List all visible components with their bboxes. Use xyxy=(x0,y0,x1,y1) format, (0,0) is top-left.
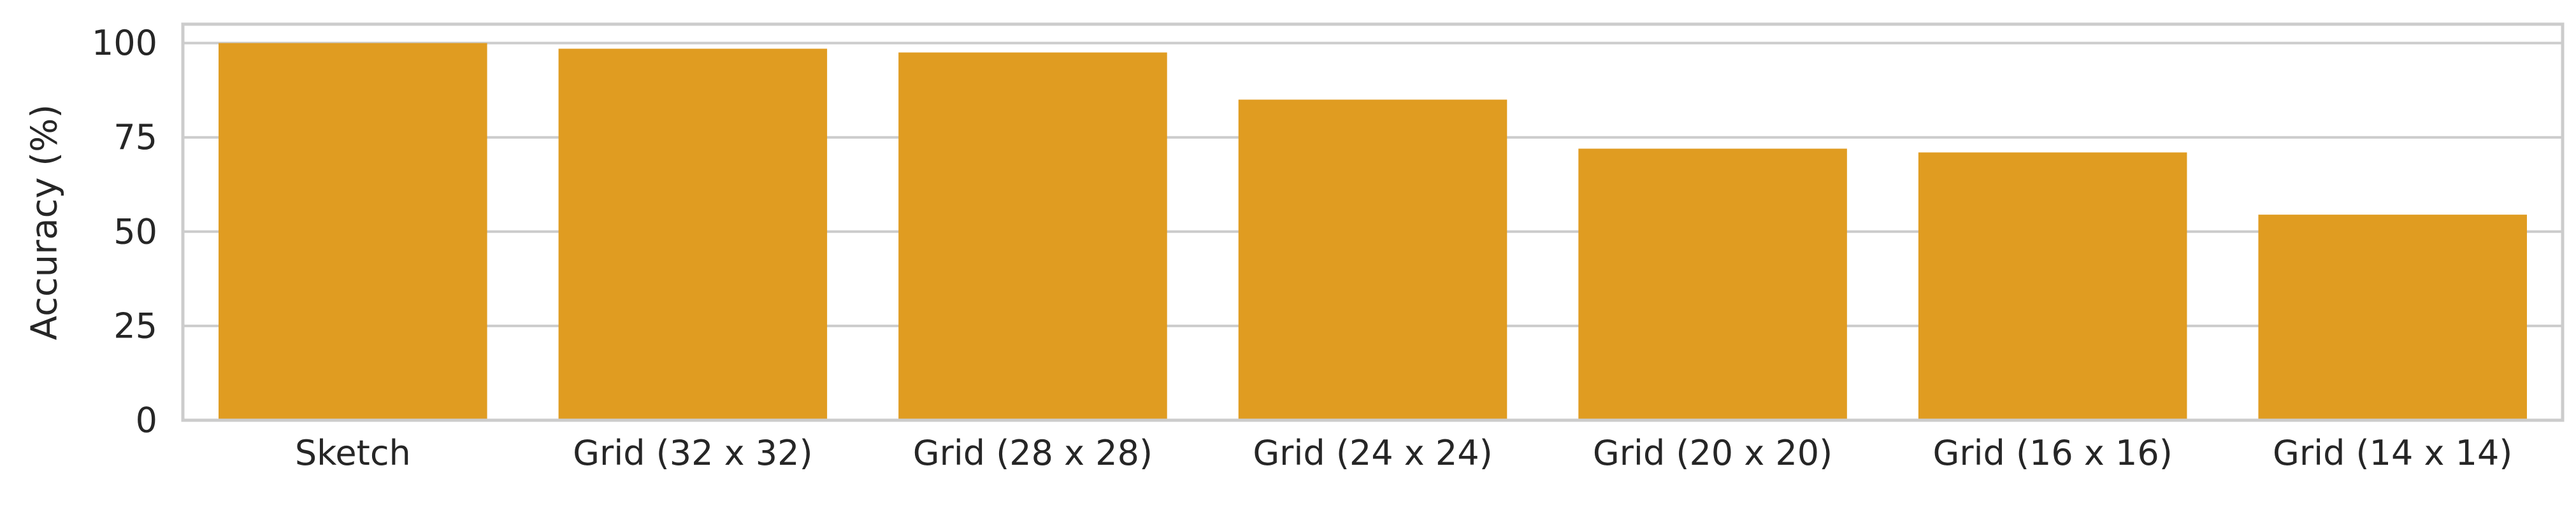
y-axis-title: Accuracy (%) xyxy=(24,104,66,340)
x-tick-label-4: Grid (20 x 20) xyxy=(1593,433,1832,473)
y-tick-labels: 0 25 50 75 100 xyxy=(92,23,157,440)
bar-0 xyxy=(219,43,487,421)
y-tick-label-75: 75 xyxy=(113,117,157,157)
x-tick-label-5: Grid (16 x 16) xyxy=(1932,433,2172,473)
x-tick-label-3: Grid (24 x 24) xyxy=(1253,433,1492,473)
x-tick-label-0: Sketch xyxy=(295,433,411,473)
bar-1 xyxy=(558,48,828,420)
x-tick-label-6: Grid (14 x 14) xyxy=(2273,433,2512,473)
bars xyxy=(219,43,2527,421)
bar-4 xyxy=(1578,148,1847,420)
bar-3 xyxy=(1238,99,1507,420)
y-tick-label-25: 25 xyxy=(113,306,157,346)
y-tick-label-0: 0 xyxy=(136,400,157,441)
bar-6 xyxy=(2258,215,2527,420)
y-tick-label-100: 100 xyxy=(92,23,157,63)
x-tick-label-2: Grid (28 x 28) xyxy=(913,433,1153,473)
plot-frame xyxy=(181,22,2565,422)
bar-2 xyxy=(898,52,1167,420)
x-tick-label-1: Grid (32 x 32) xyxy=(573,433,812,473)
y-tick-label-50: 50 xyxy=(113,211,157,251)
x-tick-labels: Sketch Grid (32 x 32) Grid (28 x 28) Grid (… xyxy=(295,433,2513,473)
bar-5 xyxy=(1918,152,2187,420)
